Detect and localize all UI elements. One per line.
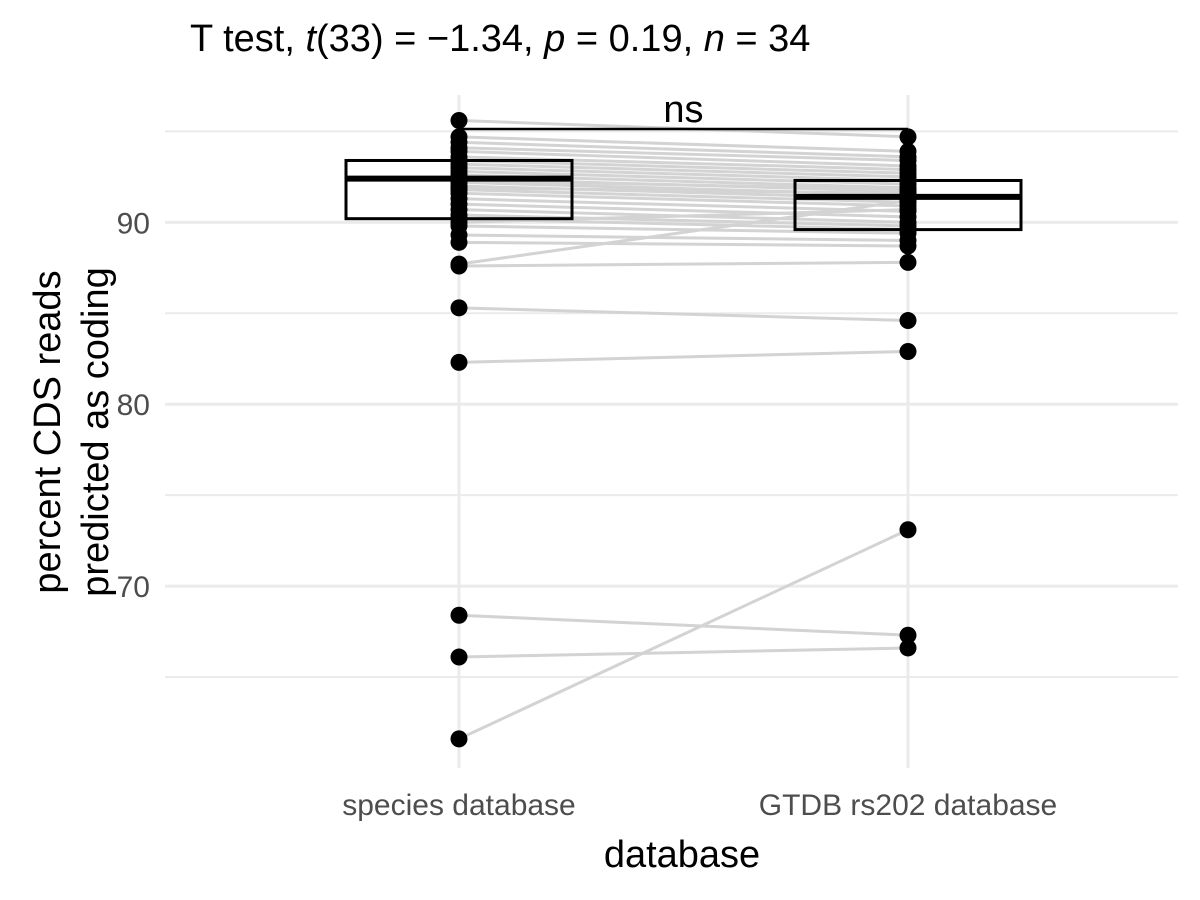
title-t-symbol: t [305,18,317,60]
point-species [450,257,468,275]
point-species [450,353,468,371]
point-species [450,299,468,317]
paired-line [458,140,909,159]
paired-line [458,306,909,323]
title-p-symbol: p [544,18,566,60]
y-tick-label: 70 [117,571,150,604]
paired-line [458,613,909,637]
paired-line [458,199,909,266]
paired-line [458,158,909,175]
paired-line [458,202,909,219]
paired-line [458,233,909,243]
x-tick-label: species database [342,789,576,822]
point-gtdb [899,312,917,330]
paired-line [458,646,909,659]
paired-line [458,146,909,162]
paired-line [458,197,909,213]
paired-line [458,528,909,741]
y-tick-label: 80 [117,389,150,422]
point-species [450,606,468,624]
chart-title: T test, t(33) = −1.34, p = 0.19, n = 34 [190,18,810,61]
point-gtdb [899,639,917,657]
y-axis-title-line: percent CDS reads [27,270,69,593]
paired-line [458,188,909,204]
paired-line [458,213,909,228]
title-prefix: T test, [190,18,306,60]
x-tick-label: GTDB rs202 database [759,789,1058,822]
paired-line [458,135,909,153]
point-species [450,730,468,748]
paired-line [458,166,909,182]
y-tick-label: 90 [117,207,150,240]
title-p-value: = 0.19, [565,18,704,60]
point-gtdb [899,184,917,202]
y-axis-title-line: predicted as coding [75,267,117,597]
paired-line [458,178,909,192]
paired-line [458,162,909,179]
title-t-value: (33) = −1.34, [316,18,545,60]
point-gtdb [899,626,917,644]
point-species [450,179,468,197]
point-species [450,111,468,129]
point-species [450,233,468,251]
title-n-value: = 34 [724,18,811,60]
point-gtdb [899,253,917,271]
paired-line [458,349,909,364]
paired-line [458,149,909,168]
point-gtdb [899,342,917,360]
point-gtdb [899,237,917,255]
paired-line [458,260,909,268]
paired-line [458,155,909,172]
paired-line [458,224,909,235]
significance-label: ns [663,89,703,131]
point-gtdb [899,521,917,539]
paired-line [458,186,909,195]
point-gtdb [899,128,917,146]
paired-line [458,169,909,186]
title-n-symbol: n [703,18,725,60]
point-species [450,648,468,666]
y-axis-title: percent CDS reads predicted as coding [27,267,117,597]
paired-line [458,191,909,208]
paired-line [458,240,909,248]
x-axis-title: database [604,834,760,876]
